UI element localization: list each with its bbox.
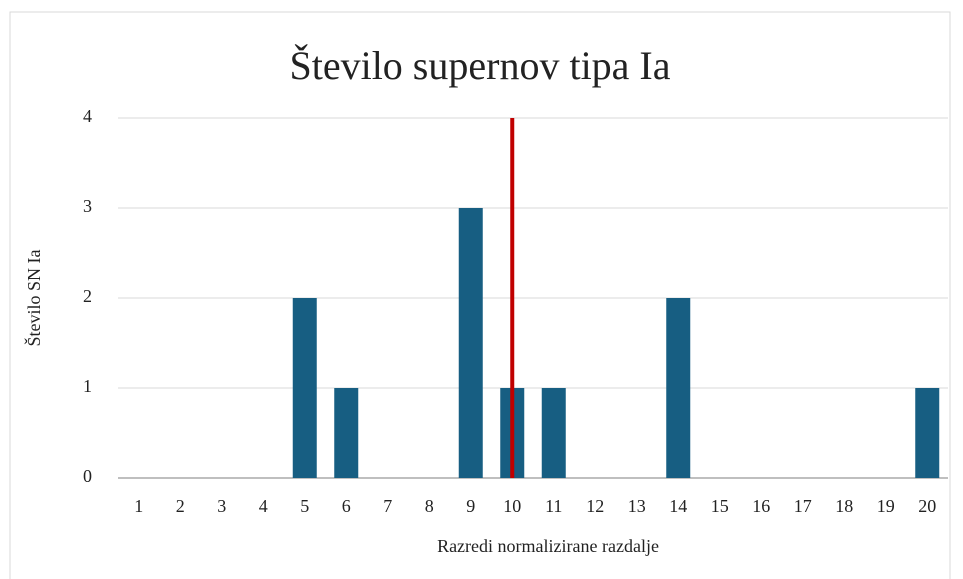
x-tick-label: 19 [877, 496, 895, 516]
y-tick-label: 0 [83, 466, 92, 486]
bar [334, 388, 359, 478]
x-tick-label: 5 [300, 496, 309, 516]
x-tick-label: 7 [383, 496, 392, 516]
x-tick-label: 11 [545, 496, 562, 516]
x-tick-label: 9 [466, 496, 475, 516]
x-tick-label: 8 [425, 496, 434, 516]
x-tick-label: 4 [259, 496, 268, 516]
x-tick-label: 3 [217, 496, 226, 516]
x-tick-label: 2 [176, 496, 185, 516]
y-tick-label: 1 [83, 376, 92, 396]
x-tick-label: 12 [586, 496, 604, 516]
y-axis-title: Število SN Ia [23, 249, 44, 346]
y-tick-label: 2 [83, 286, 92, 306]
x-tick-label: 1 [134, 496, 143, 516]
x-tick-label: 14 [669, 496, 687, 516]
x-tick-label: 13 [628, 496, 646, 516]
chart-title: Število supernov tipa Ia [289, 43, 670, 88]
x-tick-label: 10 [503, 496, 521, 516]
x-tick-label: 20 [918, 496, 936, 516]
x-tick-label: 18 [835, 496, 853, 516]
x-axis-title: Razredi normalizirane razdalje [437, 536, 659, 556]
x-tick-label: 6 [342, 496, 351, 516]
bar [915, 388, 940, 478]
y-tick-label: 3 [83, 196, 92, 216]
y-tick-label: 4 [83, 106, 92, 126]
x-tick-label: 16 [752, 496, 770, 516]
bar [541, 388, 566, 478]
chart-border [9, 11, 951, 579]
x-tick-label: 15 [711, 496, 729, 516]
bar [666, 298, 691, 478]
x-tick-label: 17 [794, 496, 812, 516]
bar [292, 298, 317, 478]
bar [458, 208, 483, 478]
